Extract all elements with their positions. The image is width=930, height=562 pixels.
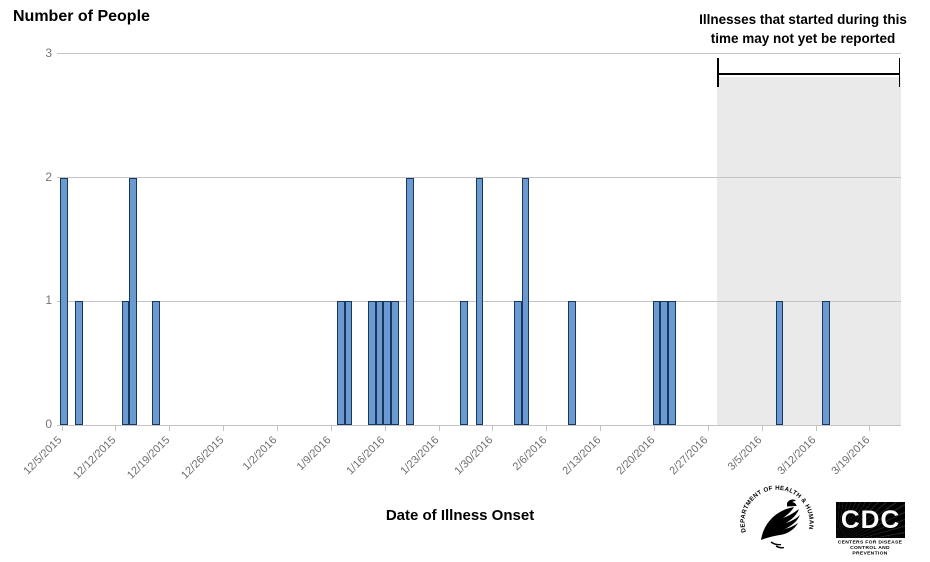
cdc-logo: CDC [836,502,905,538]
x-axis-tick [761,425,763,431]
x-axis-tick [707,425,709,431]
x-axis-tick [600,425,602,431]
bar [567,301,576,425]
x-axis-tick [330,425,332,431]
bracket-left-end [717,58,719,87]
cdc-subtext-line-1: CENTERS FOR DISEASE [837,539,903,545]
bar [775,301,784,425]
bar [514,301,522,425]
x-axis-tick [815,425,817,431]
chart-title: Number of People [13,8,150,25]
x-axis-tick [169,425,171,431]
x-axis-tick [546,425,548,431]
x-axis-tick [276,425,278,431]
x-axis-tick [115,425,117,431]
unreported-period-region [717,77,901,425]
bar [367,301,376,425]
bar [652,301,661,425]
y-axis-tick-label: 0 [45,417,52,431]
x-axis-tick [492,425,494,431]
bar [375,301,384,425]
bar [152,301,161,425]
x-axis-tick [869,425,871,431]
y-axis-tick-label: 1 [45,293,52,308]
x-axis-line [57,424,901,426]
y-axis-tick-label: 3 [45,45,52,60]
y-axis-tick-label: 2 [45,169,52,184]
bar [821,301,830,425]
bar [667,301,676,425]
bar [521,177,530,425]
bar [475,177,484,425]
x-axis-title: Date of Illness Onset [385,507,535,524]
hhs-logo: DEPARTMENT OF HEALTH & HUMAN SERVICES • … [737,480,814,549]
bracket-line [717,73,900,75]
bracket-right-end [898,58,900,87]
gridline [57,53,901,55]
x-axis-tick [438,425,440,431]
cdc-subtext-line-2: CONTROL AND PREVENTION [850,544,890,556]
hhs-eagle-icon [761,499,800,549]
bar [75,301,84,425]
bar [406,177,415,425]
bar [660,301,668,425]
bar [460,301,468,425]
bar [60,177,68,425]
cdc-wordmark: CDC [840,505,901,534]
x-axis-tick [61,425,63,431]
bar [129,177,138,425]
cdc-logo-subtext: CENTERS FOR DISEASE CONTROL AND PREVENTI… [835,539,904,556]
annotation-line-1: Illnesses that started during this [699,12,907,27]
bar [390,301,399,425]
annotation-line-2: time may not yet be reported [710,31,896,46]
x-axis-tick [654,425,655,431]
x-axis-tick [384,425,386,431]
bar [383,301,391,425]
bar [337,301,345,425]
bar [344,301,353,425]
x-axis-tick [223,425,225,431]
bar [121,301,130,425]
annotation-text: Illnesses that started during this time … [673,10,930,48]
